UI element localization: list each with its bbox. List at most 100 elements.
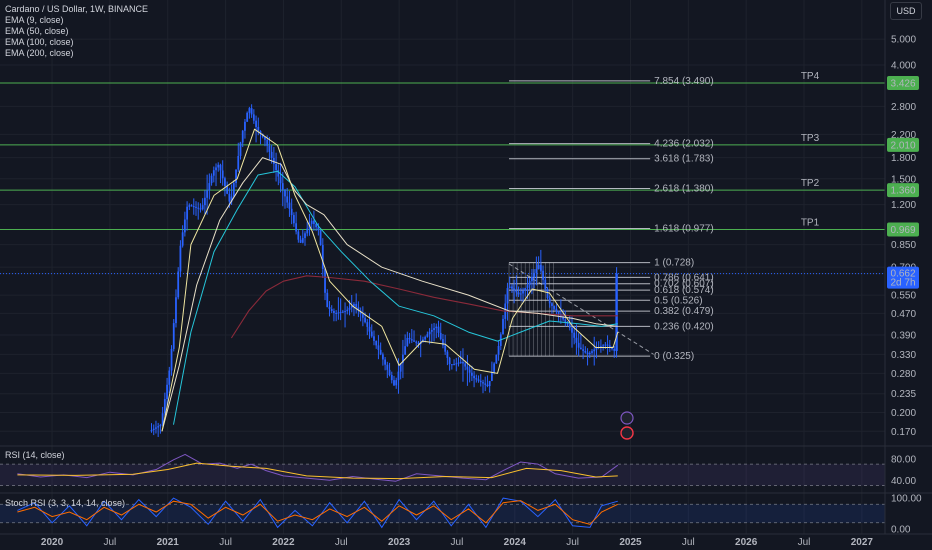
candle-body [404,346,407,355]
legend-ema-100[interactable]: EMA (100, close) [5,37,74,47]
candle-body [373,336,375,341]
candle-body [355,303,358,308]
candle-body [246,112,249,122]
candle-body [584,350,587,353]
candle-body [462,361,464,364]
candle-body [217,164,220,168]
candle-body [166,384,168,400]
candle-body [484,383,487,385]
ema-100-line [173,170,618,425]
candle-body [384,359,387,365]
candle-body [579,347,582,350]
currency-button[interactable]: USD [890,2,922,20]
legend-ema-200[interactable]: EMA (200, close) [5,48,74,58]
time-tick-label: 2027 [851,537,874,548]
candle-body [339,312,342,314]
tp-price-tag-text: 3.426 [890,78,915,89]
descending-trendline [508,263,654,355]
candle-body [366,322,369,327]
candle-body [406,338,409,347]
candle-body [379,349,382,355]
time-tick-label: 2021 [157,537,180,548]
candle-body [490,372,493,381]
candle-body [375,340,378,346]
pane-line-b [17,462,618,480]
candle-body [306,228,309,234]
candle-body [337,312,340,314]
rsi-label[interactable]: RSI (14, close) [5,450,65,460]
candle-body [466,366,469,370]
time-tick-label: Jul [219,537,232,548]
fib-level-label: 1 (0.728) [654,258,694,269]
candle-body [401,354,404,364]
candle-body [219,164,222,171]
candle-body [493,363,496,373]
candle-body [482,382,484,384]
candle-body [304,233,306,239]
candle-body [390,375,393,381]
candle-body [399,363,402,372]
candle-body [428,331,431,335]
candle-body [172,323,175,349]
price-tick-label: 1.500 [891,174,916,185]
candle-body [313,220,315,224]
candle-body [573,332,576,338]
candle-body [244,121,246,131]
candle-body [326,292,329,308]
candle-body [430,329,433,332]
candle-body [270,151,273,158]
candle-body [582,349,585,351]
candle-body [388,369,391,376]
candle-body [568,324,571,328]
candle-body [588,352,591,355]
current-price-value: 0.662 [890,269,915,280]
candle-body [604,344,607,346]
candle-body [335,312,338,314]
candle-body [257,126,260,132]
main-pane[interactable]: TP1 TP2 TP3 TP4 7.854 (3.490) 4.236 (2.032) 3.… [0,71,885,440]
price-tick-label: 2.800 [891,102,916,113]
stoch-rsi-pane[interactable]: 100.00 0.00 [0,494,922,536]
candle-body [168,370,171,385]
candle-body [381,354,384,360]
price-tick-label: 0.850 [891,240,916,251]
candle-body [230,196,233,202]
candle-body [299,239,302,243]
candle-body [292,215,295,224]
candle-body [279,176,282,184]
candle-body [272,157,275,165]
candle-body [448,357,451,365]
candle-body [517,292,520,295]
candle-body [553,306,556,309]
rsi-pane[interactable]: 80.00 40.00 [0,453,916,487]
candle-body [295,223,298,232]
candle-body [515,290,518,293]
candle-body [241,130,244,143]
legend-ema-50[interactable]: EMA (50, close) [5,26,69,36]
candle-body [152,428,155,431]
candle-body [266,139,269,146]
candle-body [455,363,458,365]
price-tick-label: 0.200 [891,408,916,419]
price-tick-label: 1.200 [891,200,916,211]
candle-body [415,341,418,343]
candle-body [593,349,596,352]
chart-title[interactable]: Cardano / US Dollar, 1W, BINANCE [5,4,149,14]
legend-ema-9[interactable]: EMA (9, close) [5,15,64,25]
candle-body [439,332,442,340]
time-axis[interactable]: 2020 Jul 2021 Jul 2022 Jul 2023 Jul 2024 Jul 2025 J… [41,537,873,548]
fib-level-label: 0.236 (0.420) [654,321,714,332]
price-axis[interactable]: 5.000 4.000 2.800 2.200 1.800 1.500 1.200 0.850… [884,0,919,534]
candle-body [591,351,593,353]
stoch-rsi-label[interactable]: Stoch RSI (3, 3, 14, 14, close) [5,498,126,508]
candle-body [290,208,293,216]
candle-body [606,344,609,346]
tp-label: TP2 [801,178,820,189]
time-tick-label: Jul [451,537,464,548]
price-tick-label: 0.390 [891,330,916,341]
candle-body [473,375,475,379]
candle-body [353,303,355,306]
lightning-event-icon [620,411,634,425]
candle-body [161,413,164,425]
